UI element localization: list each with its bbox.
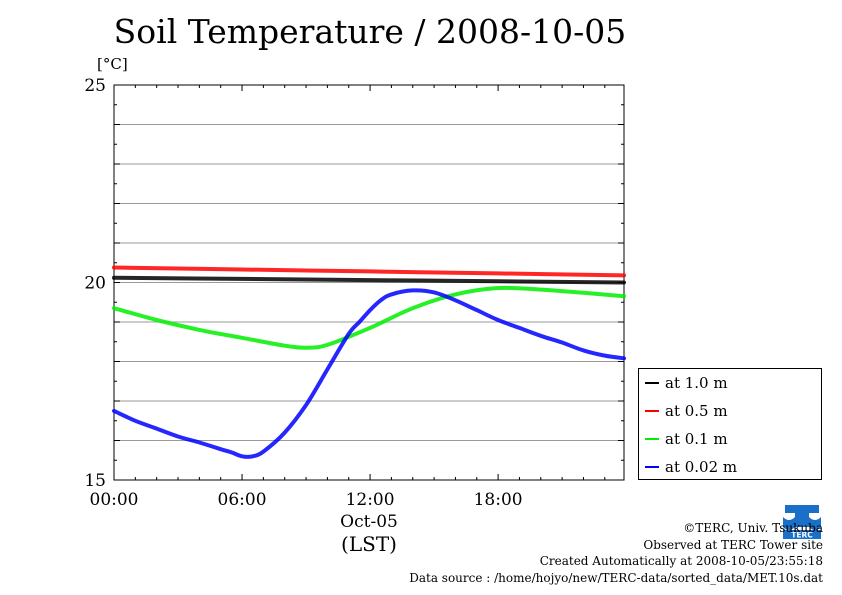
logo-text: TERC (791, 531, 813, 540)
legend-label: at 0.1 m (665, 430, 728, 448)
y-tick-label: 15 (84, 471, 106, 491)
series-line-1 (112, 265, 626, 278)
series-line-0 (112, 275, 626, 285)
x-tick-label: 12:00 (346, 490, 395, 510)
legend-swatch (645, 382, 659, 384)
series-group (112, 265, 626, 459)
grid-lines (114, 124, 624, 441)
date-label: Oct-05 (340, 512, 398, 532)
terc-logo: TERC (781, 503, 823, 539)
legend: at 1.0 m at 0.5 m at 0.1 m at 0.02 m (638, 368, 822, 480)
source-text: Data source : /home/hojyo/new/TERC-data/… (409, 570, 823, 585)
x-tick-label: 00:00 (90, 490, 139, 510)
legend-label: at 0.02 m (665, 458, 738, 476)
legend-item: at 0.5 m (645, 401, 728, 421)
tick-labels: 15 20 25 00:00 06:00 12:00 18:00 (84, 76, 522, 510)
legend-swatch (645, 410, 659, 412)
legend-item: at 0.02 m (645, 457, 737, 477)
legend-item: at 0.1 m (645, 429, 728, 449)
copyright-text: ©TERC, Univ. Tsukuba (683, 521, 823, 535)
legend-swatch (645, 438, 659, 440)
legend-swatch (645, 466, 659, 468)
y-tick-label: 25 (84, 76, 106, 96)
site-text: Observed at TERC Tower site (643, 537, 823, 552)
x-tick-label: 18:00 (474, 490, 523, 510)
legend-item: at 1.0 m (645, 373, 728, 393)
legend-label: at 0.5 m (665, 402, 728, 420)
series-line-3 (112, 288, 626, 459)
y-tick-label: 20 (84, 274, 106, 294)
credits-block: ©TERC, Univ. Tsukuba Observed at TERC To… (409, 520, 823, 586)
legend-label: at 1.0 m (665, 374, 728, 392)
x-axis-label: (LST) (341, 532, 397, 556)
chart-title: Soil Temperature / 2008-10-05 (113, 12, 627, 51)
axis-ticks (113, 84, 624, 481)
x-tick-label: 06:00 (218, 490, 267, 510)
y-axis-unit-label: [°C] (97, 55, 128, 73)
created-text: Created Automatically at 2008-10-05/23:5… (539, 554, 823, 568)
